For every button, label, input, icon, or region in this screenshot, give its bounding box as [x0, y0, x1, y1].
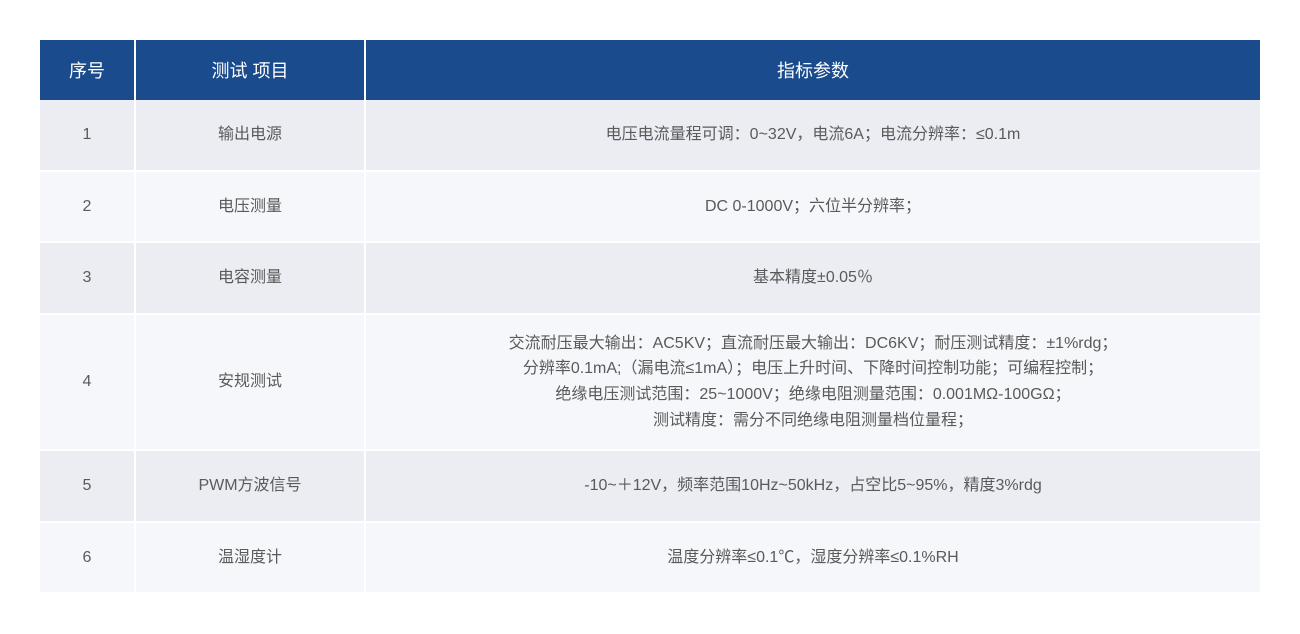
cell-item: 输出电源: [135, 100, 365, 171]
cell-spec: DC 0-1000V；六位半分辨率；: [365, 171, 1260, 243]
cell-no: 3: [40, 242, 135, 314]
cell-no: 2: [40, 171, 135, 243]
table-row: 1 输出电源 电压电流量程可调：0~32V，电流6A；电流分辨率：≤0.1m: [40, 100, 1260, 171]
cell-spec: -10~＋12V，频率范围10Hz~50kHz，占空比5~95%，精度3%rdg: [365, 450, 1260, 522]
spec-line: 交流耐压最大输出：AC5KV；直流耐压最大输出：DC6KV；耐压测试精度：±1%…: [396, 331, 1230, 357]
cell-item: 温湿度计: [135, 522, 365, 594]
spec-line: 分辨率0.1mA;（漏电流≤1mA）；电压上升时间、下降时间控制功能；可编程控制…: [396, 356, 1230, 382]
cell-spec-multiline: 交流耐压最大输出：AC5KV；直流耐压最大输出：DC6KV；耐压测试精度：±1%…: [365, 314, 1260, 450]
table-row: 6 温湿度计 温度分辨率≤0.1℃，湿度分辨率≤0.1%RH: [40, 522, 1260, 594]
header-item: 测试 项目: [135, 40, 365, 100]
spec-line: 测试精度：需分不同绝缘电阻测量档位量程；: [396, 408, 1230, 434]
spec-line: 绝缘电压测试范围：25~1000V；绝缘电阻测量范围：0.001MΩ-100GΩ…: [396, 382, 1230, 408]
cell-item: 电容测量: [135, 242, 365, 314]
header-row: 序号 测试 项目 指标参数: [40, 40, 1260, 100]
cell-no: 5: [40, 450, 135, 522]
cell-no: 6: [40, 522, 135, 594]
cell-item: PWM方波信号: [135, 450, 365, 522]
spec-table-container: 序号 测试 项目 指标参数 1 输出电源 电压电流量程可调：0~32V，电流6A…: [40, 40, 1260, 594]
cell-no: 1: [40, 100, 135, 171]
spec-table: 序号 测试 项目 指标参数 1 输出电源 电压电流量程可调：0~32V，电流6A…: [40, 40, 1260, 594]
cell-spec: 电压电流量程可调：0~32V，电流6A；电流分辨率：≤0.1m: [365, 100, 1260, 171]
header-no: 序号: [40, 40, 135, 100]
header-spec: 指标参数: [365, 40, 1260, 100]
cell-no: 4: [40, 314, 135, 450]
table-row: 2 电压测量 DC 0-1000V；六位半分辨率；: [40, 171, 1260, 243]
cell-item: 电压测量: [135, 171, 365, 243]
table-row: 5 PWM方波信号 -10~＋12V，频率范围10Hz~50kHz，占空比5~9…: [40, 450, 1260, 522]
cell-spec: 温度分辨率≤0.1℃，湿度分辨率≤0.1%RH: [365, 522, 1260, 594]
table-header: 序号 测试 项目 指标参数: [40, 40, 1260, 100]
cell-item: 安规测试: [135, 314, 365, 450]
table-row: 4 安规测试 交流耐压最大输出：AC5KV；直流耐压最大输出：DC6KV；耐压测…: [40, 314, 1260, 450]
table-body: 1 输出电源 电压电流量程可调：0~32V，电流6A；电流分辨率：≤0.1m 2…: [40, 100, 1260, 593]
table-row: 3 电容测量 基本精度±0.05％: [40, 242, 1260, 314]
cell-spec: 基本精度±0.05％: [365, 242, 1260, 314]
